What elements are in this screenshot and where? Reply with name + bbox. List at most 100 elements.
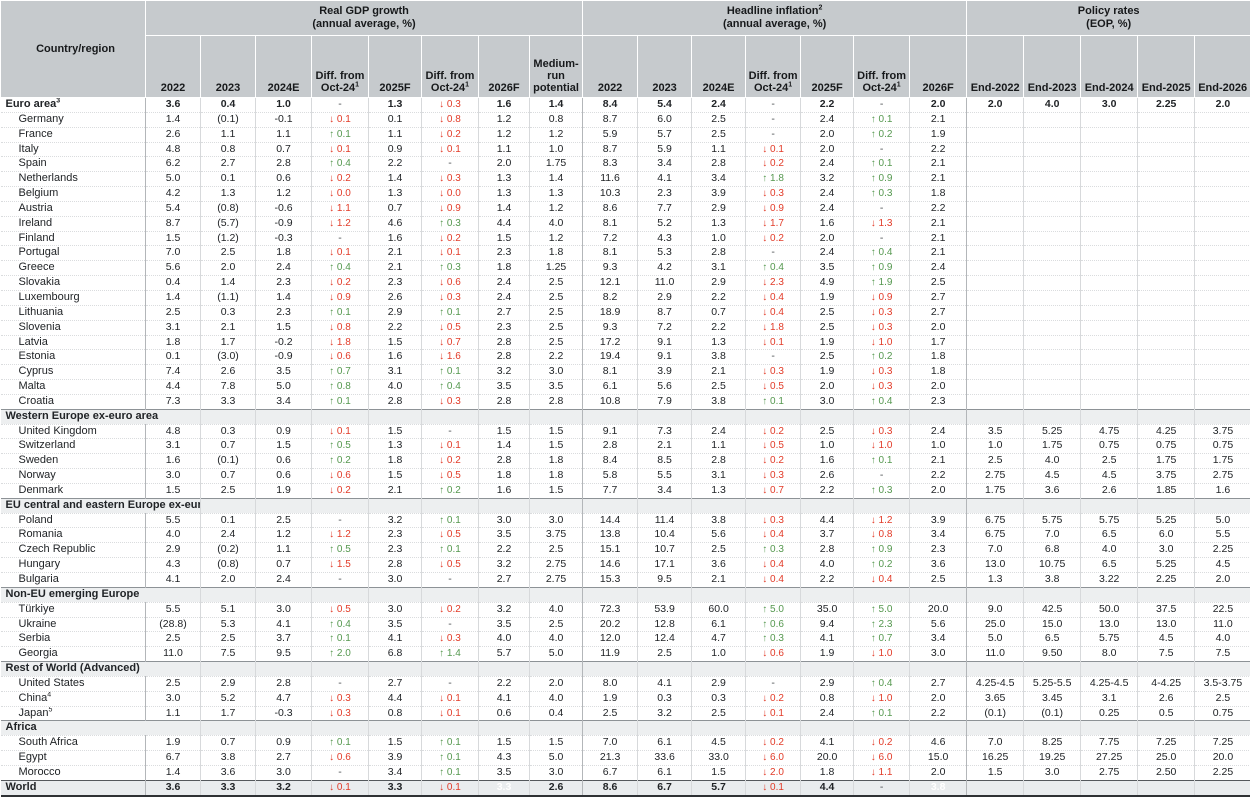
cell: [854, 498, 910, 513]
cell: 7.0: [967, 543, 1024, 558]
cell: 0.5: [1138, 706, 1195, 721]
cell: 1.8: [479, 261, 530, 276]
cell: 1.3: [479, 172, 530, 187]
country-label: China4: [1, 691, 146, 706]
cell: ↑ 0.4: [422, 380, 479, 395]
cell: 8.2: [583, 290, 638, 305]
cell: 2.0: [967, 98, 1024, 113]
cell: 4.2: [638, 261, 692, 276]
cell: 4.4: [146, 380, 201, 395]
cell: [967, 662, 1024, 677]
cell: 2.25: [1195, 765, 1250, 780]
cell: 0.3: [638, 691, 692, 706]
cell: [967, 231, 1024, 246]
cell: [1081, 380, 1138, 395]
cell: (1.2): [201, 231, 256, 246]
section-label: Western Europe ex-euro area: [1, 409, 201, 424]
cell: 11.0: [638, 276, 692, 291]
cell: 1.5: [479, 424, 530, 439]
cell: 1.6: [369, 350, 422, 365]
cell: [583, 409, 638, 424]
cell: 3.7: [801, 528, 854, 543]
cell: [1195, 127, 1250, 142]
cell: 6.2: [146, 157, 201, 172]
cell: 2.2: [801, 573, 854, 588]
cell: ↓ 0.9: [746, 201, 801, 216]
cell: [1138, 276, 1195, 291]
cell: [583, 721, 638, 736]
cell: [422, 662, 479, 677]
cell: ↓ 0.8: [312, 320, 369, 335]
cell: [1138, 780, 1195, 795]
cell: 2.1: [369, 261, 422, 276]
cell: 4.4: [801, 780, 854, 795]
cell: ↑ 0.5: [312, 543, 369, 558]
country-label: Lithuania: [1, 305, 146, 320]
cell: 5.6: [146, 261, 201, 276]
cell: -: [746, 676, 801, 691]
cell: 6.7: [638, 780, 692, 795]
cell: -: [312, 513, 369, 528]
cell: 2.1: [910, 112, 967, 127]
cell: ↓ 0.5: [422, 528, 479, 543]
cell: 13.8: [583, 528, 638, 543]
cell: ↓ 0.1: [422, 691, 479, 706]
cell: [369, 721, 422, 736]
cell: -0.3: [256, 231, 312, 246]
cell: ↓ 0.1: [746, 335, 801, 350]
cell: 1.6: [479, 483, 530, 498]
cell: [422, 409, 479, 424]
cell: 1.5: [256, 320, 312, 335]
cell: [1138, 172, 1195, 187]
cell: [1024, 409, 1081, 424]
cell: [967, 201, 1024, 216]
cell: 4.9: [801, 276, 854, 291]
cell: 2.5: [801, 320, 854, 335]
cell: [967, 350, 1024, 365]
cell: 0.9: [256, 736, 312, 751]
cell: 8.1: [583, 365, 638, 380]
cell: 1.1: [692, 439, 746, 454]
cell: ↑ 0.1: [422, 765, 479, 780]
country-label: Spain: [1, 157, 146, 172]
cell: ↓ 0.3: [746, 365, 801, 380]
cell: [1081, 305, 1138, 320]
cell: 2.5: [530, 276, 583, 291]
cell: ↓ 0.3: [422, 172, 479, 187]
cell: [1195, 365, 1250, 380]
cell: [530, 587, 583, 602]
cell: (0.8): [201, 201, 256, 216]
cell: 0.1: [201, 513, 256, 528]
cell: ↓ 0.6: [312, 469, 369, 484]
cell: ↑ 0.4: [854, 246, 910, 261]
cell: 7.5: [1195, 647, 1250, 662]
country-label: Croatia: [1, 394, 146, 409]
cell: 3.4: [692, 172, 746, 187]
cell: 3.0: [479, 513, 530, 528]
cell: (0.1): [967, 706, 1024, 721]
cell: 2.1: [369, 483, 422, 498]
cell: ↑ 0.1: [312, 305, 369, 320]
cell: 3.5-3.75: [1195, 676, 1250, 691]
cell: 4.1: [369, 632, 422, 647]
cell: 1.6: [146, 454, 201, 469]
cell: [967, 721, 1024, 736]
cell: 2.0: [1195, 98, 1250, 113]
cell: 11.6: [583, 172, 638, 187]
cell: 2.5: [146, 305, 201, 320]
cell: [1138, 305, 1195, 320]
cell: 3.8: [692, 350, 746, 365]
cell: 1.6: [369, 231, 422, 246]
country-label: Japan5: [1, 706, 146, 721]
cell: 17.1: [638, 558, 692, 573]
cell: [692, 662, 746, 677]
cell: [1024, 587, 1081, 602]
cell: [201, 498, 256, 513]
cell: -: [422, 617, 479, 632]
cell: [1195, 231, 1250, 246]
cell: 3.9: [369, 751, 422, 766]
cell: 2.0: [910, 98, 967, 113]
cell: [369, 587, 422, 602]
